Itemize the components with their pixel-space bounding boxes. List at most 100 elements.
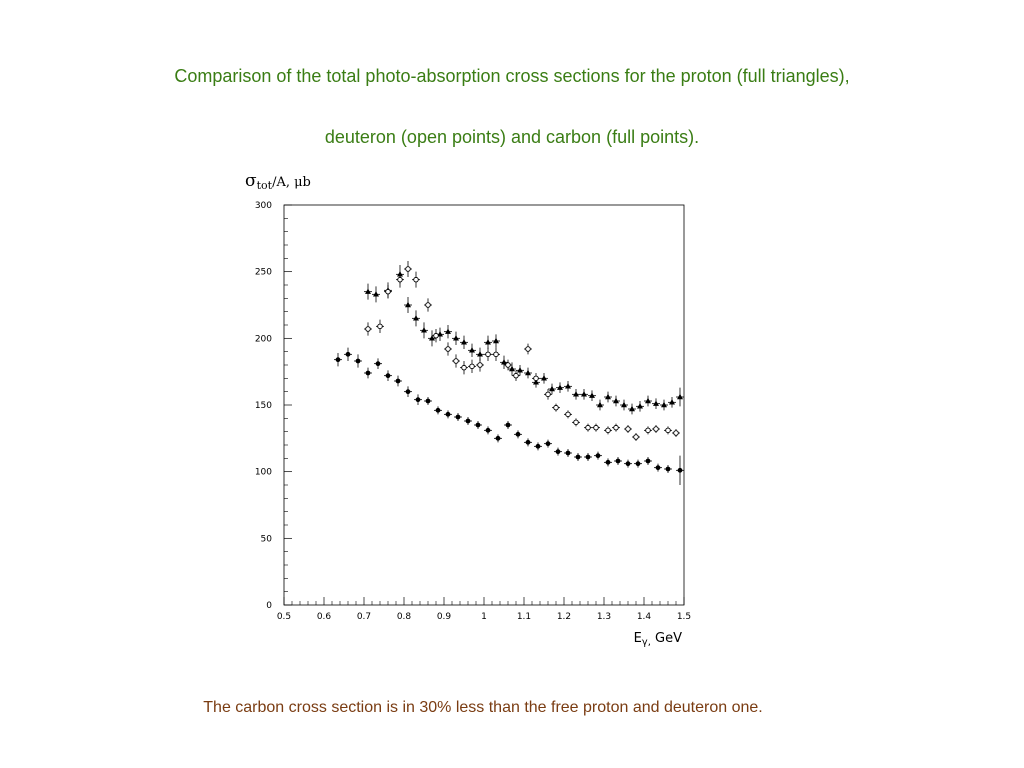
slide-title-line-1: Comparison of the total photo-absorption… — [174, 66, 850, 86]
x-tick-label: 1.3 — [597, 612, 611, 622]
triangle-point — [453, 335, 459, 341]
filled-circle-point — [485, 427, 491, 433]
filled-circle-point — [625, 461, 631, 467]
y-tick-label: 300 — [255, 201, 272, 211]
filled-circle-point — [565, 450, 571, 456]
filled-circle-point — [375, 361, 381, 367]
open-circle-point — [525, 346, 531, 352]
open-circle-point — [493, 351, 499, 358]
x-tick-label: 1 — [481, 612, 487, 622]
open-circle-point — [653, 426, 659, 432]
open-circle-point — [505, 362, 511, 368]
data-series — [334, 261, 684, 485]
triangle-point — [373, 291, 379, 297]
y-axis-label: σtot/A, μb — [245, 171, 311, 192]
triangle-point — [597, 401, 603, 408]
open-circle-point — [673, 430, 679, 436]
open-circle-point — [385, 288, 391, 295]
triangle-point — [405, 301, 411, 308]
triangle-point — [557, 384, 563, 390]
filled-circle-point — [435, 407, 441, 413]
open-circle-point — [593, 424, 599, 431]
triangle-point — [549, 385, 555, 392]
open-circle-point — [573, 419, 579, 426]
open-circle-point — [453, 358, 459, 364]
filled-circle-point — [475, 422, 481, 428]
open-circle-point — [613, 424, 619, 431]
x-tick-label: 1.5 — [677, 612, 691, 622]
open-circle-point — [433, 332, 439, 339]
triangle-point — [573, 391, 579, 397]
filled-circle-point — [385, 373, 391, 379]
open-circle-point — [365, 326, 371, 332]
triangle-point — [605, 393, 611, 400]
open-circle-point — [533, 375, 539, 382]
x-tick-label: 0.9 — [437, 612, 452, 622]
triangle-point — [493, 337, 499, 344]
triangle-point — [653, 400, 659, 406]
open-circle-point — [625, 426, 631, 432]
open-circle-point — [545, 391, 551, 398]
filled-circle-point — [335, 357, 341, 363]
y-tick-label: 50 — [261, 534, 273, 544]
filled-circle-point — [555, 449, 561, 455]
filled-circle-point — [535, 443, 541, 449]
series-open-circle — [364, 261, 680, 441]
filled-circle-point — [515, 431, 521, 437]
y-tick-label: 150 — [255, 401, 272, 411]
slide-title-line-2: deuteron (open points) and carbon (full … — [324, 127, 700, 147]
filled-circle-point — [495, 435, 501, 441]
triangle-point — [613, 397, 619, 404]
filled-circle-point — [415, 397, 421, 403]
x-tick-label: 0.7 — [357, 612, 371, 622]
open-circle-point — [477, 362, 483, 368]
filled-circle-point — [445, 411, 451, 417]
open-circle-point — [445, 346, 451, 352]
triangle-point — [429, 335, 435, 341]
x-tick-label: 1.1 — [517, 612, 531, 622]
x-tick-label: 0.6 — [317, 612, 332, 622]
open-circle-point — [397, 276, 403, 283]
triangle-point — [621, 401, 627, 408]
filled-circle-point — [395, 378, 401, 384]
open-circle-point — [585, 424, 591, 431]
filled-circle-point — [585, 454, 591, 460]
triangle-point — [477, 351, 483, 357]
chart-background — [236, 168, 706, 658]
triangle-point — [365, 288, 371, 294]
open-circle-point — [645, 427, 651, 434]
x-tick-label: 1.2 — [557, 612, 571, 622]
y-tick-label: 200 — [255, 334, 272, 344]
x-tick-label: 1.4 — [637, 612, 652, 622]
filled-circle-point — [665, 466, 671, 472]
filled-circle-point — [505, 422, 511, 428]
filled-circle-point — [595, 453, 601, 459]
y-tick-label: 250 — [255, 268, 272, 278]
filled-circle-point — [465, 418, 471, 424]
open-circle-point — [461, 364, 467, 371]
open-circle-point — [553, 404, 559, 411]
triangle-point — [565, 383, 571, 389]
series-full-triangle — [364, 265, 684, 415]
open-circle-point — [405, 266, 411, 272]
open-circle-point — [377, 323, 383, 330]
cross-section-chart: σtot/A, μb 0.5 0.6 0.7 0.8 0.9 1 1.1 1.2 1.3 1.4 1… — [236, 168, 706, 658]
y-axis-ticks: 0 50 100 150 200 250 300 — [255, 201, 292, 611]
triangle-point — [517, 367, 523, 373]
triangle-point — [461, 339, 467, 345]
filled-circle-point — [365, 370, 371, 376]
filled-circle-point — [575, 454, 581, 460]
triangle-point — [485, 339, 491, 345]
filled-circle-point — [605, 459, 611, 465]
triangle-point — [645, 397, 651, 404]
triangle-point — [629, 405, 635, 412]
x-axis-ticks: 0.5 0.6 0.7 0.8 0.9 1 1.1 1.2 1.3 1.4 1.5 — [277, 597, 691, 622]
y-tick-label: 100 — [255, 468, 272, 478]
filled-circle-point — [525, 439, 531, 445]
open-circle-point — [469, 363, 475, 370]
open-circle-point — [605, 427, 611, 434]
y-tick-label: 0 — [266, 601, 272, 611]
filled-circle-point — [345, 351, 351, 357]
open-circle-point — [513, 372, 519, 379]
open-circle-point — [485, 351, 491, 358]
